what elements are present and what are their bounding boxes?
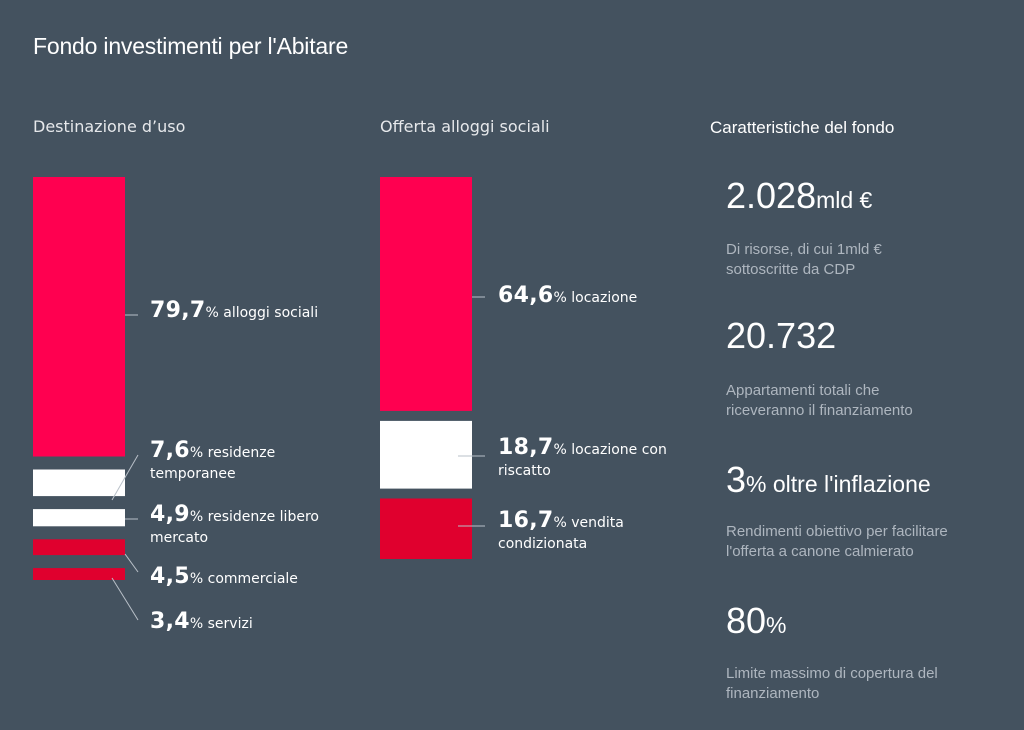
stat-rendimento-value: 3% oltre l'inflazione	[726, 459, 931, 500]
stat-copertura-desc: Limite massimo di copertura del finanziam…	[726, 665, 938, 702]
chart-title-destinazione: Destinazione d’uso	[33, 117, 186, 136]
bar-residenze-temporanee	[33, 469, 125, 497]
bar-vendita-condizionata	[380, 498, 472, 559]
label-alloggi-sociali: 79,7% alloggi sociali	[150, 298, 319, 323]
label-servizi: 3,4% servizi	[150, 609, 253, 634]
page-title: Fondo investimenti per l'Abitare	[33, 33, 349, 59]
leader-line-servizi	[111, 577, 139, 621]
bar-residenze-libero-mercato	[33, 509, 125, 527]
label-commerciale: 4,5% commerciale	[150, 564, 298, 589]
leader-line-commerciale	[124, 553, 139, 573]
label-vendita-condizionata: 16,7% vendita condizionata	[498, 508, 624, 553]
label-residenze-temporanee: 7,6% residenze temporanee	[150, 438, 276, 483]
leader-line-residenze-temporanee	[111, 454, 139, 501]
characteristics-title: Caratteristiche del fondo	[710, 118, 895, 137]
label-locazione: 64,6% locazione	[498, 283, 638, 308]
bar-commerciale	[33, 539, 125, 556]
stat-risorse-desc: Di risorse, di cui 1mld € sottoscritte da…	[726, 241, 882, 278]
stat-rendimento-desc: Rendimenti obiettivo per facilitare l'off…	[726, 523, 948, 560]
bar-servizi	[33, 568, 125, 580]
label-locazione-con-riscatto: 18,7% locazione con riscatto	[498, 435, 667, 480]
bar-alloggi-sociali	[33, 177, 125, 457]
bar-locazione	[380, 177, 472, 411]
bar-locazione-con-riscatto	[380, 420, 472, 489]
stat-appartamenti-desc: Appartamenti totali che riceveranno il fi…	[726, 382, 913, 419]
label-residenze-libero-mercato: 4,9% residenze libero mercato	[150, 502, 319, 547]
stat-appartamenti-value: 20.732	[726, 315, 837, 356]
chart-title-offerta: Offerta alloggi sociali	[380, 117, 550, 136]
stat-risorse-value: 2.028mld €	[726, 175, 873, 216]
stat-copertura-value: 80%	[726, 600, 787, 641]
